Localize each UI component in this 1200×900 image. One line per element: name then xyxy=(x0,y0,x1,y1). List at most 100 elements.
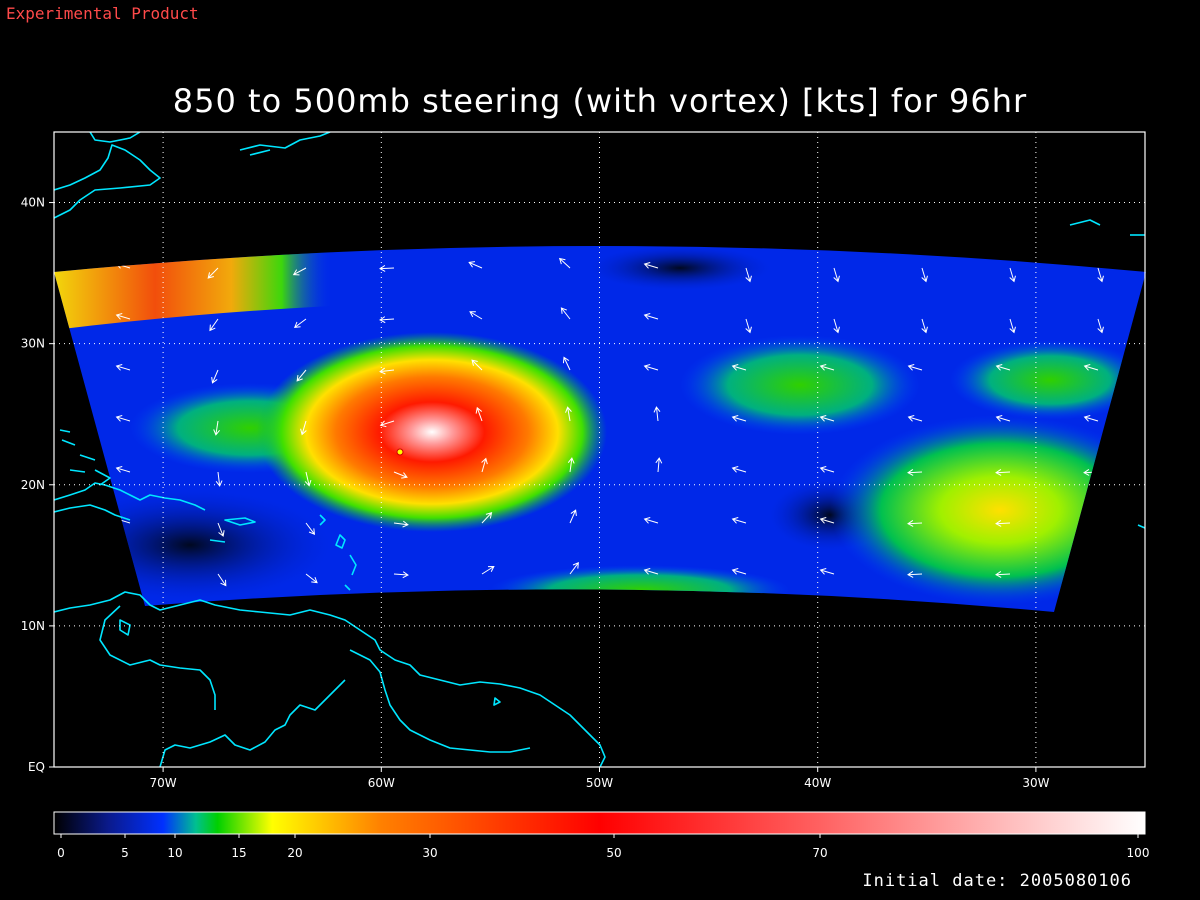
wind-arrow xyxy=(217,522,225,537)
lon-label: 70W xyxy=(150,776,177,790)
wind-arrow xyxy=(819,466,835,473)
coastline xyxy=(159,679,346,767)
wind-arrow xyxy=(907,469,923,476)
lon-label: 50W xyxy=(586,776,613,790)
colorbar-label: 30 xyxy=(422,846,437,860)
coastline xyxy=(89,132,141,143)
colorbar-label: 20 xyxy=(287,846,302,860)
wind-arrow xyxy=(211,369,219,384)
wind-arrow xyxy=(643,313,659,320)
wind-arrow xyxy=(565,406,572,422)
coastline xyxy=(119,619,131,636)
wind-arrow xyxy=(907,571,923,578)
wind-arrow xyxy=(731,364,747,371)
coastline xyxy=(54,504,131,521)
colorbar-label: 100 xyxy=(1127,846,1150,860)
initial-date: Initial date: 2005080106 xyxy=(862,871,1132,891)
wind-arrow xyxy=(471,359,483,371)
wind-arrow xyxy=(643,364,659,371)
wind-arrow xyxy=(481,457,488,473)
wind-arrow xyxy=(379,316,395,324)
wind-arrow xyxy=(379,420,395,428)
wind-arrow xyxy=(300,420,307,436)
experimental-product-label: Experimental Product xyxy=(6,4,199,23)
wind-arrow xyxy=(115,415,131,422)
wind-arrow xyxy=(393,520,409,528)
wind-arrow xyxy=(293,318,307,328)
colorbar-label: 15 xyxy=(231,846,246,860)
wind-arrow xyxy=(655,457,663,473)
wind-arrow xyxy=(1083,571,1099,578)
coastline xyxy=(1137,524,1145,529)
colorbar-label: 10 xyxy=(167,846,182,860)
wind-arrow xyxy=(481,565,495,575)
wind-arrow xyxy=(569,509,577,524)
coastline xyxy=(99,605,216,710)
coastline xyxy=(349,649,531,753)
wind-arrow xyxy=(468,261,483,269)
wind-arrow xyxy=(304,471,312,487)
latitude-labels: EQ 10N 20N 30N 40N xyxy=(21,196,54,774)
wind-arrow xyxy=(1097,318,1104,334)
wind-arrow xyxy=(475,406,483,422)
coastline xyxy=(59,429,96,473)
wind-arrow xyxy=(643,517,659,524)
wind-arrow xyxy=(115,466,131,473)
storm-center-marker xyxy=(396,448,404,456)
wind-arrow xyxy=(115,313,131,320)
coastline xyxy=(1069,219,1101,226)
colorbar-ticks: 0 5 10 15 20 30 50 70 100 xyxy=(57,834,1149,860)
wind-arrow xyxy=(731,466,747,473)
wind-arrow xyxy=(995,364,1011,371)
coastline xyxy=(493,697,501,706)
wind-arrow xyxy=(217,573,227,587)
longitude-labels: 70W 60W 50W 40W 30W xyxy=(150,767,1050,790)
colorbar-label: 70 xyxy=(812,846,827,860)
wind-arrow xyxy=(1083,415,1099,422)
wind-speed-field xyxy=(54,246,1146,612)
lat-label: EQ xyxy=(28,760,45,774)
coastline xyxy=(344,584,351,591)
wind-arrow xyxy=(305,522,316,535)
wind-arrow xyxy=(995,469,1011,476)
coastline xyxy=(54,591,606,767)
wind-arrow xyxy=(833,267,840,283)
coastline xyxy=(54,144,161,219)
wind-arrow xyxy=(907,520,923,527)
colorbar xyxy=(53,811,1146,835)
wind-arrow xyxy=(643,262,659,269)
wind-arrow xyxy=(1083,520,1099,527)
lon-label: 60W xyxy=(368,776,395,790)
wind-arrow xyxy=(379,367,395,375)
wind-arrow xyxy=(567,457,575,473)
wind-arrow xyxy=(569,562,579,575)
wind-arrow xyxy=(995,520,1011,527)
coastline xyxy=(209,539,226,543)
colorbar-label: 50 xyxy=(606,846,621,860)
wind-arrow xyxy=(393,571,409,579)
wind-arrow xyxy=(731,415,747,422)
wind-arrow xyxy=(819,415,835,422)
coastline xyxy=(224,517,256,526)
wind-arrow xyxy=(819,517,835,524)
steering-vectors xyxy=(115,257,1104,587)
coastline xyxy=(349,554,357,576)
wind-arrow xyxy=(296,369,307,382)
wind-arrow xyxy=(907,415,923,422)
wind-arrow xyxy=(1097,267,1104,283)
wind-arrow xyxy=(393,471,408,479)
wind-arrow xyxy=(745,267,752,283)
lat-label: 20N xyxy=(21,478,45,492)
wind-arrow xyxy=(653,406,661,422)
wind-arrow xyxy=(560,307,571,320)
wind-arrow xyxy=(481,512,493,524)
coastline xyxy=(54,482,206,511)
wind-arrow xyxy=(1009,318,1016,334)
wind-arrow xyxy=(213,420,220,436)
wind-arrow xyxy=(731,568,747,575)
wind-arrow xyxy=(115,364,131,371)
wind-arrow xyxy=(469,311,483,320)
wind-arrow xyxy=(562,356,571,371)
colorbar-label: 5 xyxy=(121,846,129,860)
coastline xyxy=(335,534,346,549)
